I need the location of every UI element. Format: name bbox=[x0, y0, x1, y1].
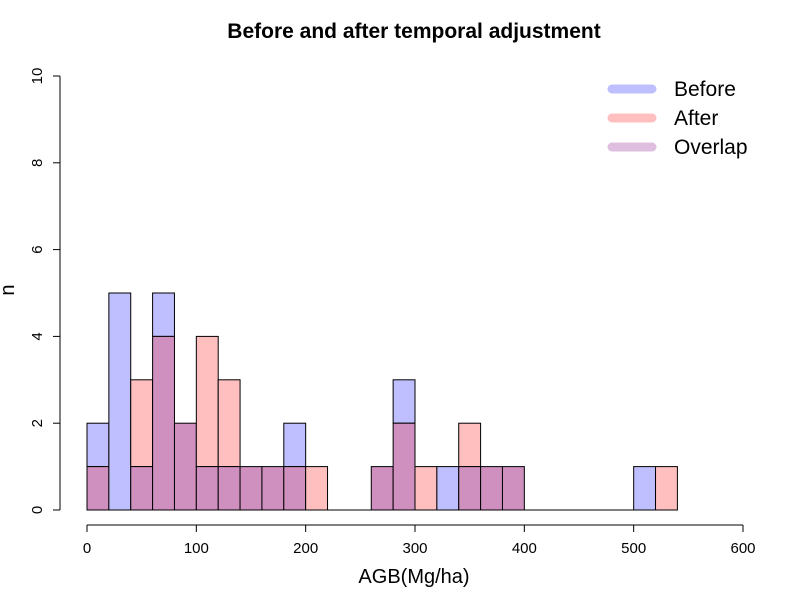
bar-overlap bbox=[501, 466, 525, 511]
y-tick-label: 8 bbox=[29, 159, 46, 167]
legend-label-overlap: Overlap bbox=[674, 136, 748, 159]
bar-before bbox=[283, 422, 307, 468]
bar-overlap bbox=[283, 466, 307, 511]
bar-overlap bbox=[130, 466, 154, 511]
x-tick-label: 500 bbox=[621, 540, 646, 557]
legend-label-before: Before bbox=[674, 78, 736, 101]
bar-before bbox=[633, 466, 657, 511]
bar-overlap bbox=[86, 466, 110, 511]
x-axis: 0 100 200 300 400 500 600 bbox=[83, 524, 756, 557]
bar-overlap bbox=[392, 422, 416, 511]
bar-overlap bbox=[217, 466, 241, 511]
bar-before bbox=[108, 292, 132, 511]
x-tick-label: 200 bbox=[293, 540, 318, 557]
bar-before bbox=[86, 422, 110, 468]
y-tick-label: 2 bbox=[29, 419, 46, 427]
bars-layer bbox=[86, 292, 678, 511]
bar-after bbox=[458, 422, 482, 468]
bar-overlap bbox=[480, 466, 503, 511]
bar-overlap bbox=[261, 466, 285, 511]
x-tick-label: 600 bbox=[730, 540, 755, 557]
bar-overlap bbox=[458, 466, 482, 511]
bar-overlap bbox=[239, 466, 263, 511]
y-axis: 0 2 4 6 8 10 bbox=[29, 68, 61, 514]
bar-after bbox=[130, 379, 154, 468]
bar-overlap bbox=[173, 422, 197, 511]
bar-before bbox=[436, 466, 460, 511]
bar-after bbox=[414, 466, 438, 511]
y-tick-label: 4 bbox=[29, 332, 46, 340]
bar-after bbox=[305, 466, 329, 511]
legend-label-after: After bbox=[674, 107, 718, 130]
bar-overlap bbox=[195, 466, 219, 511]
x-axis-title: AGB(Mg/ha) bbox=[358, 566, 469, 588]
legend: Before After Overlap bbox=[607, 78, 748, 159]
bar-after bbox=[217, 379, 241, 468]
chart-title: Before and after temporal adjustment bbox=[227, 20, 600, 43]
y-axis-title: n bbox=[0, 284, 19, 295]
x-tick-label: 400 bbox=[512, 540, 537, 557]
y-tick-label: 6 bbox=[29, 245, 46, 253]
x-tick-label: 300 bbox=[402, 540, 427, 557]
bar-before bbox=[152, 292, 175, 337]
bar-overlap bbox=[370, 466, 394, 511]
x-tick-label: 0 bbox=[83, 540, 91, 557]
bar-overlap bbox=[152, 335, 175, 511]
y-tick-label: 0 bbox=[29, 506, 46, 514]
y-tick-label: 10 bbox=[29, 68, 46, 85]
x-tick-label: 100 bbox=[184, 540, 209, 557]
bar-before bbox=[392, 379, 416, 424]
bar-after bbox=[655, 466, 678, 511]
bar-after bbox=[195, 335, 219, 468]
